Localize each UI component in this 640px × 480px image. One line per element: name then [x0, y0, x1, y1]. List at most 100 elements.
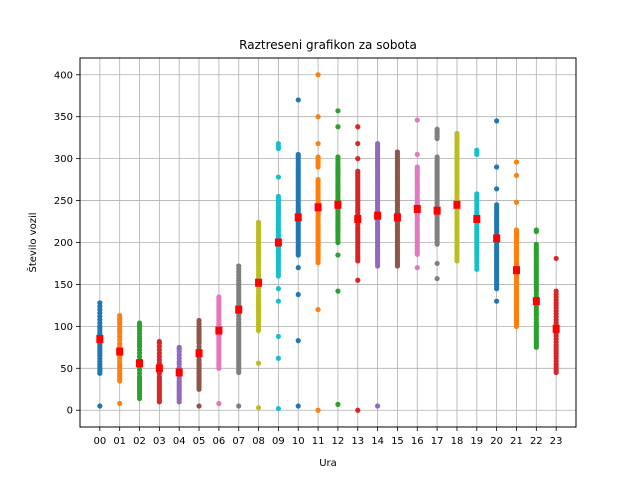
mean-marker: [374, 211, 382, 220]
x-tick-label: 08: [252, 436, 265, 447]
data-point: [295, 97, 301, 103]
data-point: [335, 154, 341, 160]
y-axis-title: Število vozil: [26, 212, 39, 272]
data-point: [414, 265, 420, 271]
x-tick-label: 11: [312, 436, 325, 447]
data-point: [117, 312, 123, 319]
data-point: [275, 405, 281, 412]
x-tick-label: 05: [193, 436, 206, 447]
data-point: [335, 288, 341, 294]
data-point: [295, 151, 301, 158]
data-point: [335, 252, 341, 258]
data-point: [335, 401, 341, 407]
series-01: [117, 312, 123, 407]
data-point: [315, 306, 321, 313]
x-tick-label: 04: [173, 436, 186, 447]
data-point: [533, 241, 539, 247]
x-tick-label: 13: [351, 436, 364, 447]
data-point: [315, 140, 321, 147]
data-point: [474, 147, 480, 153]
data-point: [375, 140, 381, 147]
mean-marker: [195, 349, 203, 358]
y-tick-label: 100: [54, 322, 73, 333]
x-tick-label: 15: [391, 436, 404, 447]
x-axis-title: Ura: [319, 458, 337, 469]
data-point: [136, 320, 143, 326]
x-tick-label: 16: [411, 436, 424, 447]
data-point: [275, 333, 281, 340]
mean-marker: [314, 203, 322, 212]
data-point: [275, 193, 281, 199]
y-tick-label: 50: [60, 364, 73, 375]
y-tick-label: 150: [54, 280, 73, 291]
data-point: [553, 288, 559, 294]
mean-markers-layer: [96, 200, 560, 377]
series-08: [255, 219, 262, 411]
x-tick-label: 06: [213, 436, 226, 447]
mean-marker: [235, 305, 243, 314]
data-point: [275, 355, 281, 361]
mean-marker: [453, 200, 461, 209]
y-tick-label: 0: [67, 406, 73, 417]
data-point: [196, 403, 202, 409]
data-point: [97, 403, 103, 409]
mean-marker: [116, 347, 124, 356]
data-point: [355, 140, 361, 147]
data-point: [355, 168, 361, 174]
mean-marker: [274, 238, 282, 247]
y-tick-label: 200: [54, 238, 73, 249]
data-point: [255, 405, 262, 411]
data-point: [454, 130, 460, 137]
mean-marker: [413, 204, 421, 213]
data-point: [375, 403, 381, 409]
data-point: [117, 400, 123, 407]
data-point: [315, 177, 321, 183]
mean-marker: [255, 278, 263, 287]
data-point: [434, 260, 440, 267]
data-point: [355, 124, 361, 130]
data-point: [275, 298, 281, 304]
data-point: [414, 164, 420, 170]
mean-marker: [215, 326, 223, 335]
series-22: [533, 227, 539, 350]
x-tick-label: 02: [133, 436, 146, 447]
y-axis: 0 50 100 150 200 250 300 350 400: [54, 70, 80, 417]
x-tick-label: 00: [93, 436, 106, 447]
data-point: [494, 298, 500, 304]
series-07: [236, 263, 242, 409]
y-tick-label: 400: [54, 70, 73, 81]
mean-marker: [136, 359, 144, 368]
data-point: [355, 156, 361, 162]
series-15: [394, 149, 401, 269]
y-tick-label: 300: [54, 154, 73, 165]
data-point: [474, 191, 480, 197]
grid-layer: [80, 58, 576, 427]
data-point: [295, 403, 301, 409]
data-point: [434, 275, 440, 282]
data-point: [275, 174, 281, 180]
x-tick-label: 09: [272, 436, 285, 447]
data-point: [513, 172, 520, 179]
mean-marker: [473, 215, 481, 224]
series-09: [275, 140, 281, 412]
data-point: [315, 407, 321, 413]
x-tick-label: 22: [530, 436, 543, 447]
series-21: [513, 159, 520, 329]
data-point: [434, 126, 440, 132]
data-point: [176, 344, 182, 350]
x-tick-label: 10: [292, 436, 305, 447]
series-18: [454, 130, 460, 264]
data-point: [513, 227, 520, 233]
data-point: [553, 255, 559, 262]
data-point: [315, 114, 321, 120]
mean-marker: [532, 297, 540, 306]
data-point: [355, 277, 361, 283]
data-point: [236, 403, 242, 409]
data-point: [414, 151, 420, 158]
mean-marker: [493, 234, 501, 243]
data-point: [216, 400, 222, 407]
data-point: [513, 199, 520, 205]
x-tick-label: 14: [371, 436, 384, 447]
